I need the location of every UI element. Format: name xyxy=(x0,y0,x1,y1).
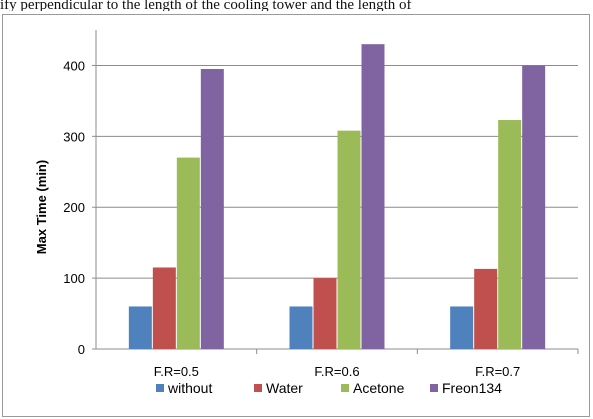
legend-label-water: Water xyxy=(266,380,303,396)
bar-water-3 xyxy=(474,268,498,349)
x-tick-label: F.R=0.5 xyxy=(154,364,199,379)
legend: without Water Acetone Freon134 xyxy=(156,380,502,396)
legend-swatch-freon134 xyxy=(430,384,438,392)
chart-frame xyxy=(2,14,590,417)
legend-swatch-water xyxy=(254,384,262,392)
cropped-body-text: ify perpendicular to the length of the c… xyxy=(0,0,412,11)
y-axis-label: Max Time (min) xyxy=(34,160,49,254)
bar-acetone-3 xyxy=(498,120,522,349)
legend-swatch-without xyxy=(156,384,164,392)
legend-label-without: without xyxy=(167,380,212,396)
legend-swatch-acetone xyxy=(341,384,349,392)
legend-label-freon134: Freon134 xyxy=(442,380,502,396)
bar-acetone-2 xyxy=(337,130,361,349)
x-tick-label: F.R=0.7 xyxy=(475,364,520,379)
bar-without-3 xyxy=(450,306,474,349)
bar-water-1 xyxy=(152,267,176,349)
y-tick-label: 300 xyxy=(63,129,85,144)
y-tick-label: 200 xyxy=(63,200,85,215)
legend-label-acetone: Acetone xyxy=(353,380,405,396)
y-tick-label: 400 xyxy=(63,58,85,73)
bar-water-2 xyxy=(313,278,337,349)
y-tick-label: 100 xyxy=(63,271,85,286)
bar-without-2 xyxy=(289,306,313,349)
axes xyxy=(92,30,579,354)
bar-without-1 xyxy=(128,306,152,349)
gridlines xyxy=(96,64,578,279)
bar-freon134-2 xyxy=(361,44,385,350)
bars xyxy=(128,44,546,350)
tick-labels: 0 100 200 300 400 F.R=0.5 F.R=0.6 F.R=0.7 xyxy=(63,58,520,379)
bar-acetone-1 xyxy=(176,157,200,349)
y-tick-label: 0 xyxy=(78,342,85,357)
bar-freon134-1 xyxy=(200,68,224,349)
bar-freon134-3 xyxy=(522,65,546,349)
x-tick-label: F.R=0.6 xyxy=(314,364,359,379)
